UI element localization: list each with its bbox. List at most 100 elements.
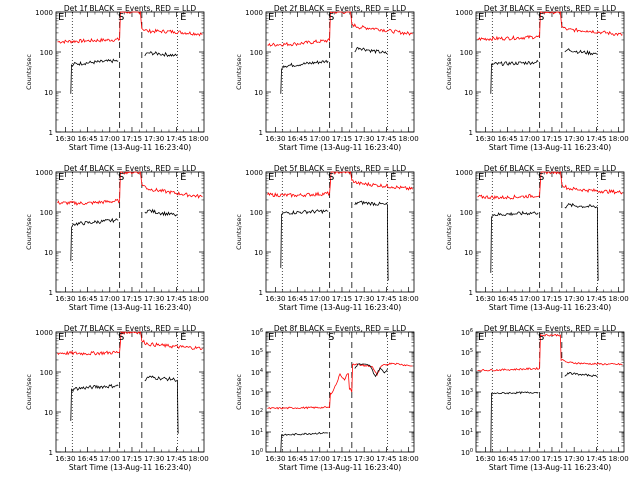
x-tick-label: 17:30 bbox=[144, 455, 164, 463]
panel-title: Det 2f BLACK = Events, RED = LLD bbox=[274, 4, 407, 13]
x-tick-label: 17:45 bbox=[586, 135, 606, 143]
y-axis-label: Counts/sec bbox=[235, 374, 243, 410]
marker-label: S bbox=[538, 332, 544, 343]
series-line-black bbox=[564, 202, 599, 281]
series-line-black bbox=[490, 210, 539, 273]
y-tick-label: 105 bbox=[251, 348, 263, 357]
y-tick-label: 100 bbox=[250, 209, 263, 217]
panel-4: Det 4f BLACK = Events, RED = LLD 1 10 100 10… bbox=[25, 164, 209, 312]
series-line-black bbox=[280, 431, 329, 453]
series-line-black bbox=[490, 391, 539, 453]
panel-title: Det 6f BLACK = Events, RED = LLD bbox=[484, 164, 617, 173]
x-tick-label: 16:45 bbox=[287, 135, 307, 143]
series-line-red bbox=[267, 171, 413, 198]
y-axis-label: Counts/sec bbox=[25, 214, 33, 250]
plot-frame bbox=[475, 171, 625, 293]
y-tick-label: 1000 bbox=[245, 169, 263, 177]
series-line-black bbox=[70, 383, 119, 421]
y-axis-label: Counts/sec bbox=[445, 214, 453, 250]
plot-frame bbox=[55, 331, 205, 453]
plot-frame bbox=[265, 11, 415, 133]
panel-1: Det 1f BLACK = Events, RED = LLD 1 10 100 10… bbox=[25, 4, 209, 152]
y-tick-label: 10 bbox=[44, 89, 53, 97]
marker-label: E bbox=[478, 332, 484, 343]
marker-label: E bbox=[58, 332, 64, 343]
y-tick-label: 10 bbox=[464, 89, 473, 97]
marker-label: E bbox=[390, 332, 396, 343]
marker-label: S bbox=[328, 332, 334, 343]
x-axis-label: Start Time (13-Aug-11 16:23:40) bbox=[489, 303, 611, 312]
panel-title: Det 9f BLACK = Events, RED = LLD bbox=[484, 324, 617, 333]
marker-label: E bbox=[58, 172, 64, 183]
marker-label: E bbox=[478, 12, 484, 23]
x-tick-label: 17:45 bbox=[376, 295, 396, 303]
x-tick-label: 16:45 bbox=[497, 135, 517, 143]
y-tick-label: 100 bbox=[40, 369, 53, 377]
series-line-black bbox=[354, 200, 389, 281]
x-tick-label: 16:30 bbox=[55, 455, 75, 463]
y-tick-label: 105 bbox=[461, 348, 473, 357]
y-tick-label: 1 bbox=[49, 129, 53, 137]
x-tick-label: 16:45 bbox=[287, 295, 307, 303]
y-tick-label: 1 bbox=[469, 129, 473, 137]
x-tick-label: 16:30 bbox=[475, 295, 495, 303]
y-axis-label: Counts/sec bbox=[25, 54, 33, 90]
x-axis-label: Start Time (13-Aug-11 16:23:40) bbox=[69, 303, 191, 312]
x-tick-label: 17:15 bbox=[542, 455, 562, 463]
x-tick-label: 17:00 bbox=[100, 455, 120, 463]
x-tick-label: 17:30 bbox=[354, 135, 374, 143]
x-tick-label: 18:00 bbox=[398, 295, 418, 303]
y-tick-label: 10 bbox=[44, 409, 53, 417]
x-tick-label: 17:15 bbox=[122, 135, 142, 143]
panel-title: Det 8f BLACK = Events, RED = LLD bbox=[274, 324, 407, 333]
y-tick-label: 10 bbox=[44, 249, 53, 257]
y-axis-label: Counts/sec bbox=[445, 54, 453, 90]
marker-label: E bbox=[600, 172, 606, 183]
x-tick-label: 16:30 bbox=[55, 295, 75, 303]
x-tick-label: 17:15 bbox=[122, 455, 142, 463]
y-tick-label: 100 bbox=[460, 49, 473, 57]
x-tick-label: 17:45 bbox=[586, 455, 606, 463]
y-tick-label: 106 bbox=[251, 328, 263, 337]
x-tick-label: 17:00 bbox=[520, 455, 540, 463]
panel-title: Det 1f BLACK = Events, RED = LLD bbox=[64, 4, 197, 13]
panel-title: Det 4f BLACK = Events, RED = LLD bbox=[64, 164, 197, 173]
x-tick-label: 16:45 bbox=[77, 295, 97, 303]
y-tick-label: 1000 bbox=[455, 169, 473, 177]
x-tick-label: 16:30 bbox=[265, 295, 285, 303]
x-tick-label: 17:00 bbox=[310, 455, 330, 463]
x-tick-label: 17:00 bbox=[520, 295, 540, 303]
plot-frame bbox=[475, 11, 625, 133]
x-tick-label: 17:45 bbox=[376, 135, 396, 143]
marker-label: S bbox=[538, 12, 544, 23]
y-tick-label: 1 bbox=[469, 289, 473, 297]
x-tick-label: 17:00 bbox=[100, 295, 120, 303]
series-line-black bbox=[144, 375, 179, 434]
plot-frame bbox=[475, 331, 625, 453]
y-tick-label: 1000 bbox=[35, 169, 53, 177]
y-tick-label: 100 bbox=[40, 209, 53, 217]
x-tick-label: 16:30 bbox=[55, 135, 75, 143]
x-axis-label: Start Time (13-Aug-11 16:23:40) bbox=[279, 303, 401, 312]
series-line-red bbox=[477, 333, 623, 372]
series-line-red bbox=[477, 171, 623, 200]
x-tick-label: 16:30 bbox=[265, 135, 285, 143]
y-tick-label: 100 bbox=[40, 49, 53, 57]
x-tick-label: 17:15 bbox=[332, 135, 352, 143]
y-tick-label: 1000 bbox=[455, 9, 473, 17]
marker-label: E bbox=[180, 12, 186, 23]
x-tick-label: 16:30 bbox=[265, 455, 285, 463]
panel-title: Det 3f BLACK = Events, RED = LLD bbox=[484, 4, 617, 13]
x-tick-label: 18:00 bbox=[188, 135, 208, 143]
x-tick-label: 18:00 bbox=[188, 455, 208, 463]
y-tick-label: 106 bbox=[461, 328, 473, 337]
y-axis-label: Counts/sec bbox=[25, 374, 33, 410]
x-tick-label: 17:45 bbox=[376, 455, 396, 463]
x-tick-label: 18:00 bbox=[188, 295, 208, 303]
x-tick-label: 16:45 bbox=[77, 135, 97, 143]
marker-label: S bbox=[118, 172, 124, 183]
x-tick-label: 17:15 bbox=[332, 455, 352, 463]
x-tick-label: 17:00 bbox=[520, 135, 540, 143]
x-tick-label: 18:00 bbox=[608, 135, 628, 143]
